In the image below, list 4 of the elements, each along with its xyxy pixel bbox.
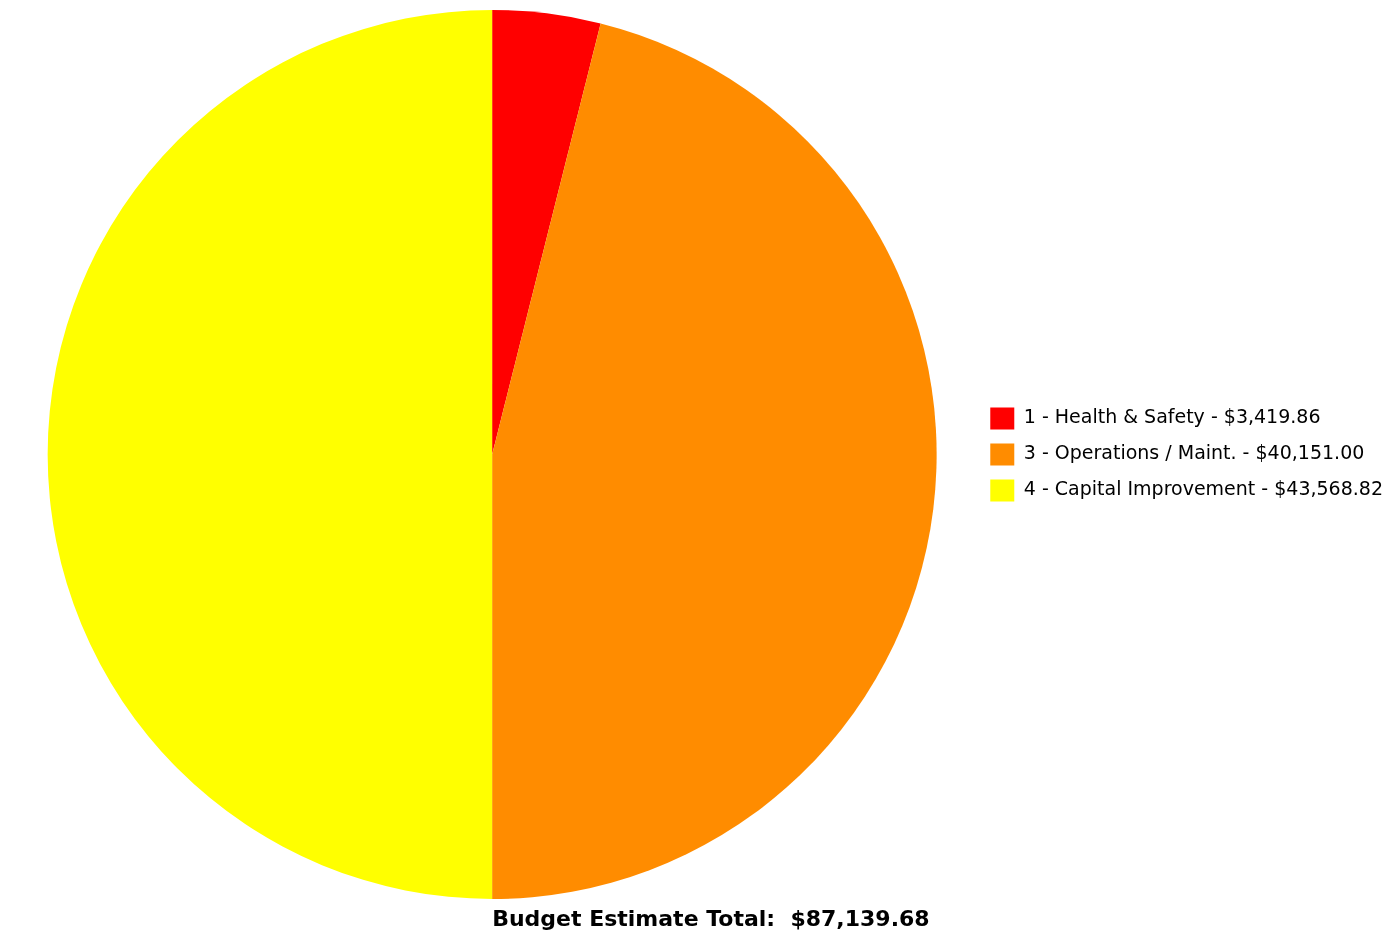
legend-label: 4 - Capital Improvement - $43,568.82 <box>1023 477 1383 500</box>
legend-label: 3 - Operations / Maint. - $40,151.00 <box>1023 441 1365 464</box>
legend-label: 1 - Health & Safety - $3,419.86 <box>1023 405 1321 428</box>
text: Budget Estimate Total: $87,139.68 <box>492 905 930 931</box>
